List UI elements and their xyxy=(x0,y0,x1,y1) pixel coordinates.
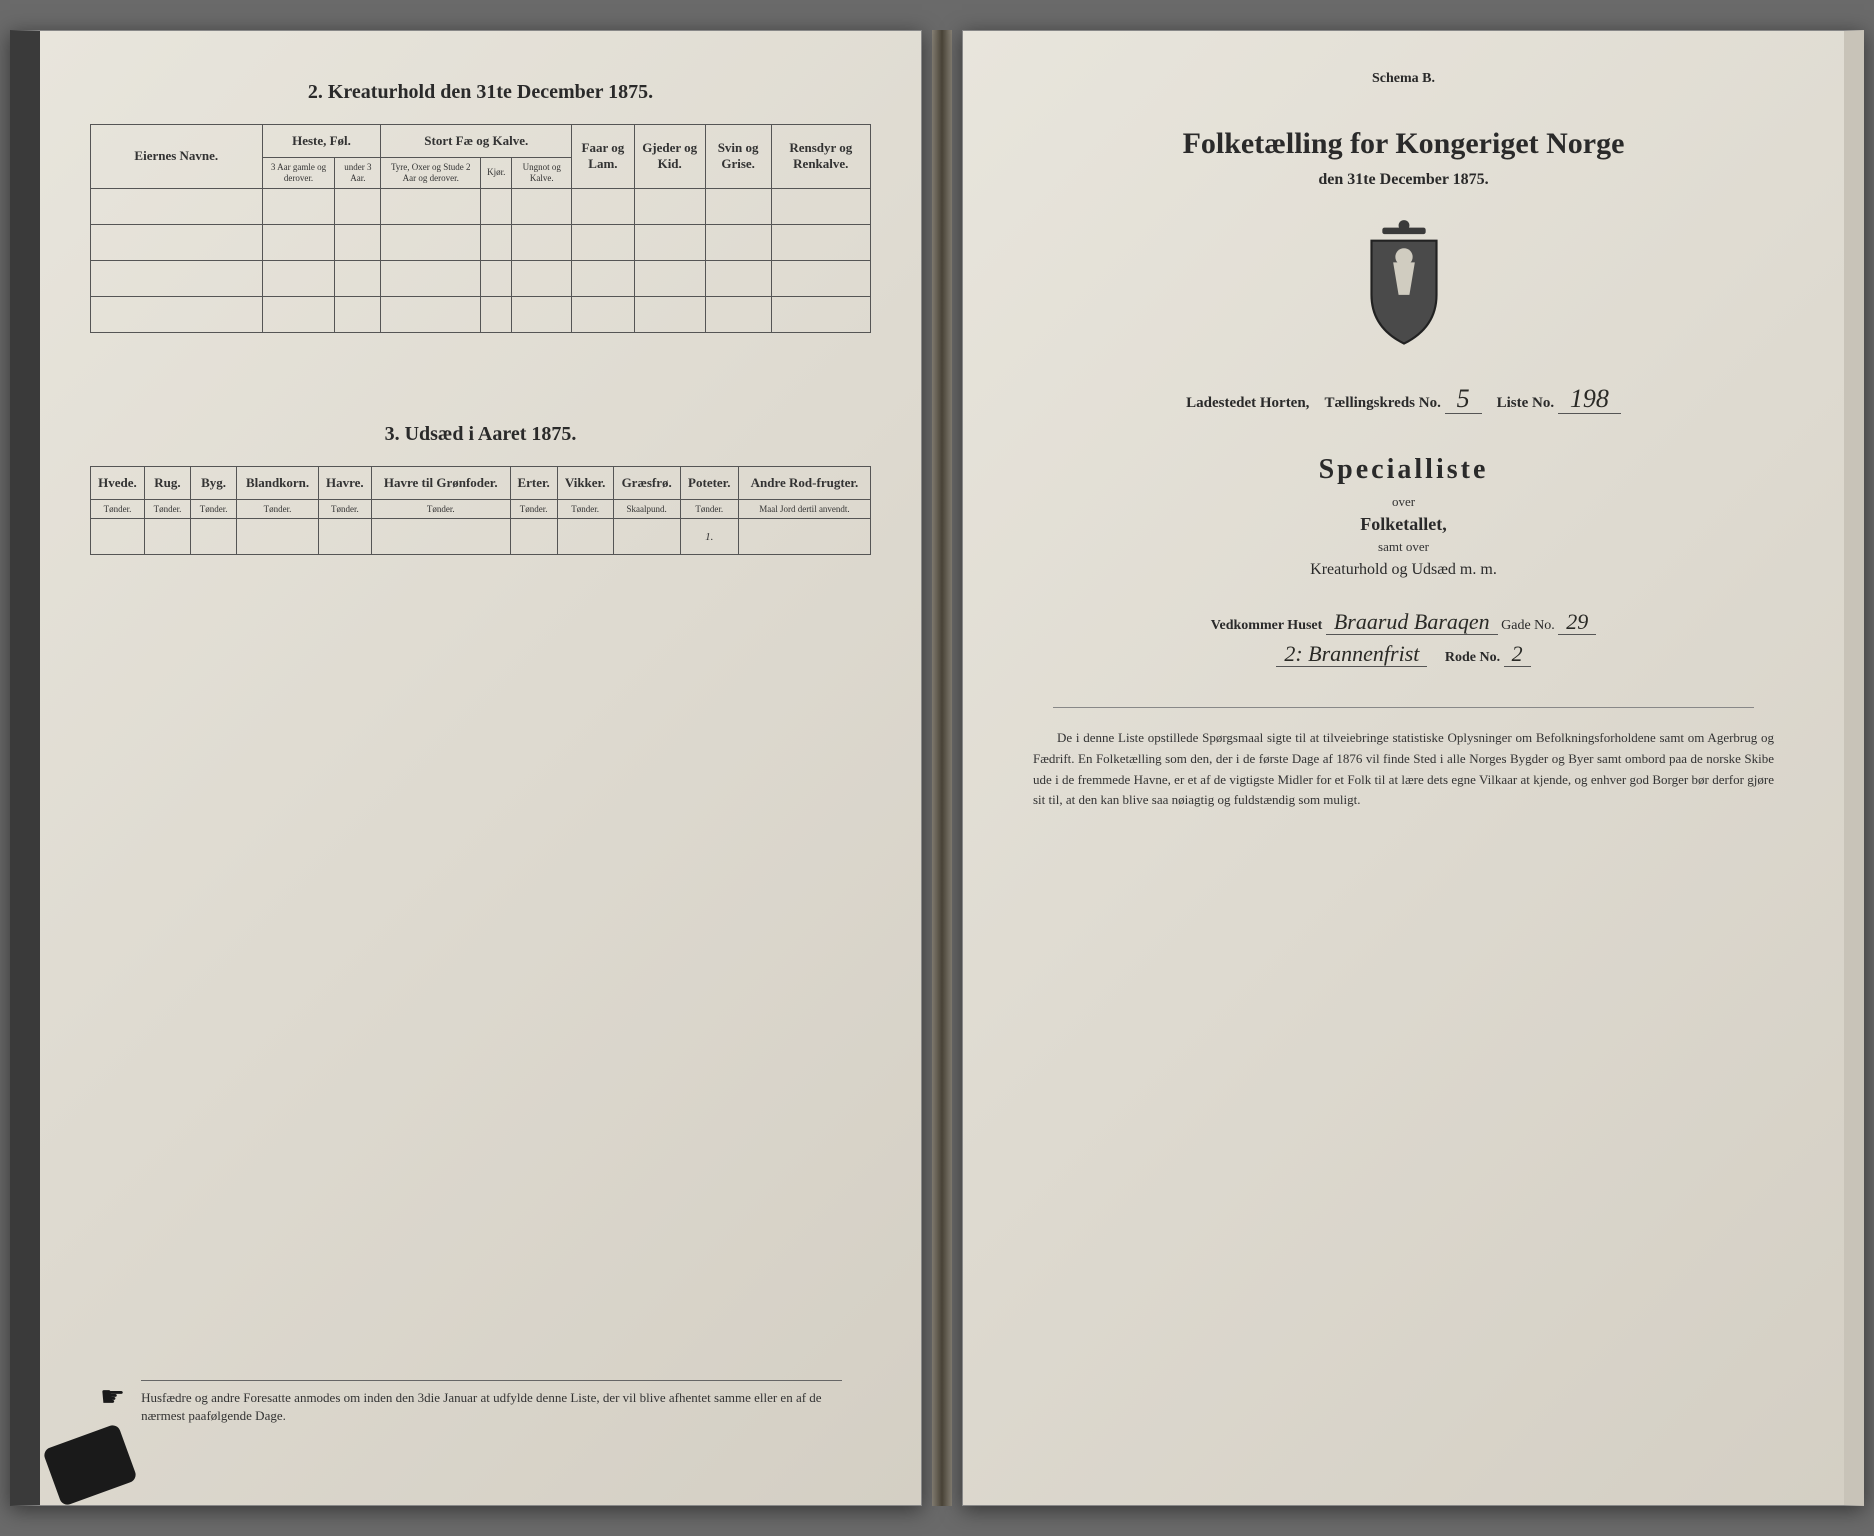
unit-11: Maal Jord dertil anvendt. xyxy=(738,499,870,519)
specialliste-label: Specialliste xyxy=(1013,454,1794,486)
col-gjeder: Gjeder og Kid. xyxy=(634,125,705,189)
rode-value: 2 xyxy=(1504,641,1531,667)
unit-1: Tønder. xyxy=(91,499,145,519)
over-label: over xyxy=(1013,494,1794,510)
unit-5: Tønder. xyxy=(318,499,371,519)
col-faar: Faar og Lam. xyxy=(572,125,635,189)
left-page: 2. Kreaturhold den 31te December 1875. E… xyxy=(10,30,922,1506)
col-svin: Svin og Grise. xyxy=(705,125,771,189)
col-storfe: Stort Fæ og Kalve. xyxy=(381,125,572,158)
col-havre: Havre. xyxy=(318,466,371,499)
kreds-label: Tællingskreds No. xyxy=(1324,395,1440,411)
gade-value: 29 xyxy=(1558,609,1596,635)
divider xyxy=(1053,707,1754,708)
storfe-sub1: Tyre, Oxer og Stude 2 Aar og derover. xyxy=(381,158,481,189)
folketallet-label: Folketallet, xyxy=(1013,514,1794,535)
book-spine xyxy=(932,30,952,1506)
unit-2: Tønder. xyxy=(144,499,190,519)
rode-label: Rode No. xyxy=(1445,650,1500,665)
district-line: Ladestedet Horten, Tællingskreds No. 5 L… xyxy=(1013,384,1794,414)
unit-8: Tønder. xyxy=(557,499,613,519)
gade-label: Gade No. xyxy=(1501,618,1555,633)
col-vikker: Vikker. xyxy=(557,466,613,499)
corner-shadow xyxy=(42,1423,138,1507)
footnote-area: ☛ Husfædre og andre Foresatte anmodes om… xyxy=(100,1380,861,1425)
col-byg: Byg. xyxy=(191,466,237,499)
pointing-hand-icon: ☛ xyxy=(100,1380,125,1414)
col-rug: Rug. xyxy=(144,466,190,499)
unit-4: Tønder. xyxy=(237,499,319,519)
col-owners: Eiernes Navne. xyxy=(91,125,263,189)
kreatur-table: Eiernes Navne. Heste, Føl. Stort Fæ og K… xyxy=(90,124,871,333)
house-line-2: 2: Brannenfrist Rode No. 2 xyxy=(1013,641,1794,667)
udsaed-table: Hvede. Rug. Byg. Blandkorn. Havre. Havre… xyxy=(90,466,871,556)
storfe-sub2: Kjør. xyxy=(481,158,512,189)
liste-value: 198 xyxy=(1558,384,1621,414)
place-label: Ladestedet Horten, xyxy=(1186,395,1309,411)
table-row: 1. xyxy=(91,519,871,555)
col-blandkorn: Blandkorn. xyxy=(237,466,319,499)
unit-10: Tønder. xyxy=(680,499,738,519)
unit-7: Tønder. xyxy=(510,499,557,519)
heste-sub1: 3 Aar gamle og derover. xyxy=(262,158,335,189)
huset-value: Braarud Baraqen xyxy=(1326,609,1498,635)
unit-3: Tønder. xyxy=(191,499,237,519)
schema-label: Schema B. xyxy=(1013,71,1794,87)
kreatur-label: Kreaturhold og Udsæd m. m. xyxy=(1013,561,1794,579)
heste-sub2: under 3 Aar. xyxy=(335,158,381,189)
col-heste: Heste, Føl. xyxy=(262,125,381,158)
section2-title: 2. Kreaturhold den 31te December 1875. xyxy=(90,81,871,104)
col-havre-gron: Havre til Grønfoder. xyxy=(371,466,510,499)
table-row xyxy=(91,224,871,260)
col-graesfro: Græsfrø. xyxy=(613,466,680,499)
table-row xyxy=(91,188,871,224)
col-rensdyr: Rensdyr og Renkalve. xyxy=(771,125,870,189)
unit-9: Skaalpund. xyxy=(613,499,680,519)
census-title: Folketælling for Kongeriget Norge xyxy=(1013,127,1794,161)
census-subtitle: den 31te December 1875. xyxy=(1013,171,1794,189)
section3-title: 3. Udsæd i Aaret 1875. xyxy=(90,423,871,446)
second-hand-value: 2: Brannenfrist xyxy=(1276,641,1427,667)
poteter-value: 1. xyxy=(680,519,738,555)
samt-label: samt over xyxy=(1013,539,1794,555)
col-andre-rod: Andre Rod-frugter. xyxy=(738,466,870,499)
storfe-sub3: Ungnot og Kalve. xyxy=(512,158,572,189)
table-row xyxy=(91,260,871,296)
right-page: Schema B. Folketælling for Kongeriget No… xyxy=(962,30,1864,1506)
table-row xyxy=(91,296,871,332)
col-poteter: Poteter. xyxy=(680,466,738,499)
vedkommer-label: Vedkommer Huset xyxy=(1211,618,1323,633)
kreds-value: 5 xyxy=(1445,384,1482,414)
footnote-text: Husfædre og andre Foresatte anmodes om i… xyxy=(141,1380,842,1425)
house-line-1: Vedkommer Huset Braarud Baraqen Gade No.… xyxy=(1013,609,1794,635)
book-spread: 2. Kreaturhold den 31te December 1875. E… xyxy=(0,0,1874,1536)
col-hvede: Hvede. xyxy=(91,466,145,499)
col-erter: Erter. xyxy=(510,466,557,499)
bottom-paragraph: De i denne Liste opstillede Spørgsmaal s… xyxy=(1013,728,1794,811)
coat-of-arms-icon xyxy=(1013,219,1794,354)
unit-6: Tønder. xyxy=(371,499,510,519)
liste-label: Liste No. xyxy=(1497,395,1555,411)
